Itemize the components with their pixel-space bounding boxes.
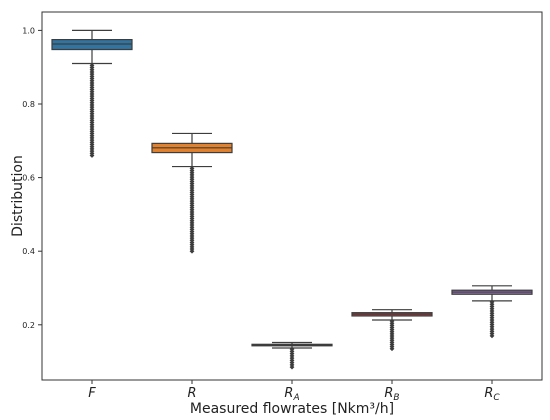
x-tick-label: RB (384, 386, 399, 403)
outlier-point (289, 346, 295, 352)
x-axis: F R RA RB RC (88, 380, 500, 403)
x-tick-label: RA (284, 386, 299, 403)
outlier-point (189, 166, 195, 171)
box-4 (351, 309, 433, 352)
y-tick-label: 1.0 (22, 26, 35, 35)
box-1 (51, 29, 133, 158)
y-axis-title: Distribution (10, 155, 26, 237)
box-2 (151, 132, 233, 254)
box-3 (251, 341, 333, 370)
x-tick-label: R (187, 386, 196, 401)
outlier-point (389, 318, 395, 324)
x-axis-title: Measured flowrates [Nkm³/h] (190, 401, 394, 417)
box-5 (451, 285, 533, 339)
x-tick-label: F (88, 386, 96, 401)
plot-frame (41, 11, 543, 381)
box-series (51, 29, 533, 370)
y-tick-label: 0.8 (22, 100, 35, 109)
y-axis: 0.2 0.4 0.6 0.8 1.0 (22, 26, 42, 330)
outlier-point (489, 299, 495, 305)
outlier-point (89, 62, 95, 68)
y-tick-label: 0.6 (22, 174, 35, 183)
x-tick-label: RC (484, 386, 500, 403)
y-tick-label: 0.2 (22, 321, 35, 330)
y-tick-label: 0.4 (22, 247, 35, 256)
